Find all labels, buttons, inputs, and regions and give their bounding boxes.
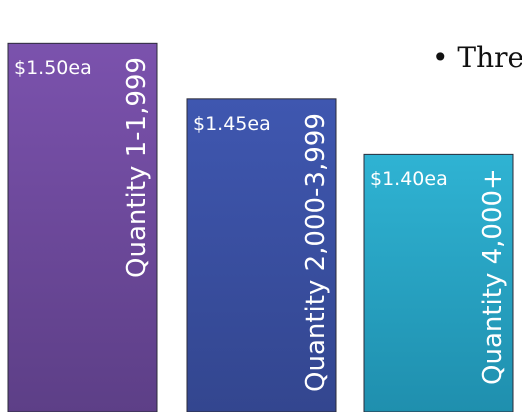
bar-category-label: Quantity 2,000-3,999 — [301, 112, 331, 392]
bar-value-label: $1.45ea — [193, 112, 271, 135]
bar-category-label: Quantity 1-1,999 — [122, 57, 152, 279]
bar-value-label: $1.50ea — [14, 57, 92, 80]
bar-category-label: Quantity 4,000+ — [478, 168, 508, 386]
bar-2 — [186, 98, 337, 412]
bar-3 — [363, 153, 514, 412]
bullet-text: • Thre — [432, 41, 522, 74]
bar-value-label: $1.40ea — [370, 168, 448, 191]
bar-1 — [7, 42, 158, 412]
